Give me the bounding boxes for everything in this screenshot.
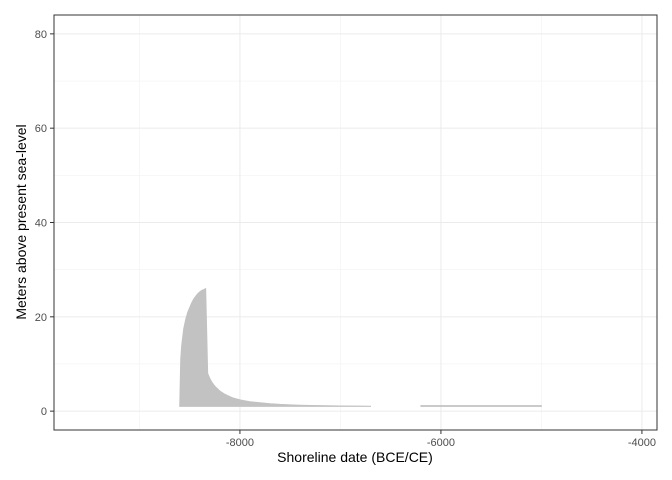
x-axis-ticks: -8000 -6000 -4000 bbox=[226, 430, 656, 449]
y-axis-ticks: 0 20 40 60 80 bbox=[35, 29, 54, 418]
grid-major bbox=[54, 15, 657, 430]
grid-minor bbox=[54, 15, 657, 430]
x-tick-label: -4000 bbox=[628, 437, 656, 449]
y-tick-label: 20 bbox=[35, 312, 47, 324]
y-axis-title: Meters above present sea-level bbox=[13, 124, 29, 319]
y-tick-label: 80 bbox=[35, 29, 47, 41]
y-tick-label: 0 bbox=[41, 406, 47, 418]
shoreline-area-2 bbox=[420, 405, 542, 407]
x-tick-label: -8000 bbox=[226, 437, 254, 449]
shoreline-area-1 bbox=[179, 287, 371, 407]
x-axis-title: Shoreline date (BCE/CE) bbox=[277, 449, 433, 465]
data-areas bbox=[179, 287, 542, 407]
y-tick-label: 60 bbox=[35, 123, 47, 135]
y-tick-label: 40 bbox=[35, 218, 47, 230]
x-tick-label: -6000 bbox=[427, 437, 455, 449]
